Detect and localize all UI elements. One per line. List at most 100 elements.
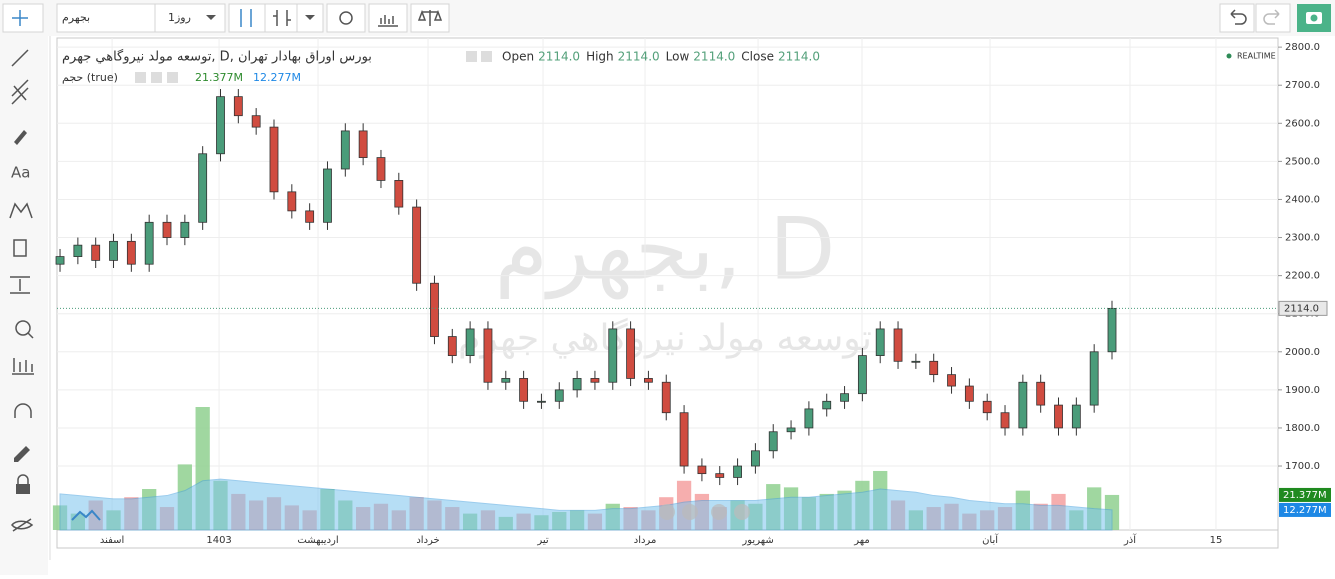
x-tick-label: 1403 xyxy=(206,535,231,546)
dropdown-icon xyxy=(206,15,216,20)
volume-last-label: 21.377M xyxy=(1283,490,1327,501)
candle-body xyxy=(572,378,582,391)
candle-body xyxy=(554,389,564,402)
redo-button[interactable] xyxy=(1255,3,1291,33)
y-tick-label: 2600.0 xyxy=(1285,118,1320,129)
candle-body xyxy=(804,408,814,429)
lock-tool[interactable] xyxy=(16,484,30,494)
eye-icon[interactable] xyxy=(135,72,146,83)
interval-box[interactable] xyxy=(154,3,226,33)
candle-body xyxy=(216,96,225,155)
x-tick-label: مرداد xyxy=(634,535,657,546)
magnet-tool[interactable] xyxy=(14,403,32,418)
nav-buttons xyxy=(659,504,750,520)
lock-shackle xyxy=(17,474,29,484)
symbol-box[interactable] xyxy=(56,3,156,33)
bar-icon xyxy=(273,10,291,26)
measure-tool[interactable] xyxy=(10,276,30,294)
candle-body xyxy=(893,328,903,362)
candle-body xyxy=(697,465,707,475)
legend-field-value: 2114.0 xyxy=(618,50,660,64)
zoom-tool[interactable] xyxy=(15,320,31,336)
scroll-right-button[interactable] xyxy=(734,504,750,520)
redo-icon xyxy=(1263,9,1280,25)
zoom-out-button[interactable] xyxy=(659,504,675,520)
candle-body xyxy=(269,126,279,193)
legend-field-value: 2114.0 xyxy=(778,50,820,64)
candle-body xyxy=(109,240,118,261)
close-icon[interactable] xyxy=(167,72,178,83)
candle-body xyxy=(750,450,760,467)
settings-icon[interactable] xyxy=(481,51,492,62)
interval-text: 1روز xyxy=(168,11,191,24)
candle-body xyxy=(55,256,65,265)
hide-tool[interactable] xyxy=(11,518,34,532)
candle-body xyxy=(679,412,689,467)
candle-body xyxy=(1018,381,1028,429)
candle-body xyxy=(1107,307,1117,353)
watermark-main: بجهرم, D xyxy=(495,199,836,299)
y-tick-label: 1900.0 xyxy=(1285,385,1320,396)
trendline-tool[interactable] xyxy=(11,49,29,67)
y-tick-label: 2500.0 xyxy=(1285,156,1320,167)
indicators-button[interactable] xyxy=(368,3,408,33)
y-tick-label: 2700.0 xyxy=(1285,80,1320,91)
realtime-dot xyxy=(1226,53,1232,59)
candle-body xyxy=(162,221,172,238)
candle-body xyxy=(358,130,368,158)
candle-icon xyxy=(240,9,252,27)
candle-body xyxy=(412,206,422,284)
candle-body xyxy=(786,427,796,433)
symbol-text: بجهرم xyxy=(62,11,90,24)
legend-field-name: Low xyxy=(666,50,690,64)
undo-button[interactable] xyxy=(1219,3,1255,33)
indicators-icon xyxy=(378,15,398,27)
candle-body xyxy=(537,400,546,403)
candle-body xyxy=(1071,404,1081,429)
prediction-tool[interactable] xyxy=(13,239,27,257)
x-tick-label: 15 xyxy=(1210,535,1223,546)
x-tick-label: آذر xyxy=(1123,533,1137,546)
eye-icon[interactable] xyxy=(466,51,477,62)
volume-legend: حجم (true) xyxy=(62,71,118,84)
candle-body xyxy=(982,400,992,414)
candle-body xyxy=(1089,351,1099,406)
x-tick-label: مهر xyxy=(853,535,869,546)
candle-body xyxy=(501,378,511,383)
candle-body xyxy=(251,115,261,128)
bar-style-button[interactable] xyxy=(264,3,298,33)
zoom-handle xyxy=(27,332,34,339)
candle-body xyxy=(822,400,832,410)
candle-body xyxy=(233,96,243,117)
candle-body xyxy=(305,210,315,223)
volume-ma-last-label: 12.277M xyxy=(1283,505,1327,516)
dropdown-icon xyxy=(305,15,315,20)
brush-tool[interactable] xyxy=(14,130,27,145)
candle-body xyxy=(1000,412,1010,429)
legend-field-name: High xyxy=(586,50,614,64)
chart-title: توسعه مولد نیروگاهي جهرم, D, بورس اوراق … xyxy=(62,49,372,65)
settings-button[interactable] xyxy=(326,3,366,33)
legend-field-name: Close xyxy=(741,50,774,64)
y-tick-label: 1800.0 xyxy=(1285,423,1320,434)
candle-body xyxy=(447,336,457,356)
candle-body xyxy=(1036,381,1046,406)
pattern-tool[interactable] xyxy=(9,202,33,219)
candle-body xyxy=(964,385,974,402)
bars-pattern-tool[interactable] xyxy=(12,358,34,375)
fib-tool[interactable] xyxy=(11,79,29,105)
stay-drawing-tool[interactable] xyxy=(14,446,30,462)
x-tick-label: شهریور xyxy=(741,535,773,546)
settings-icon[interactable] xyxy=(151,72,162,83)
scroll-left-button[interactable] xyxy=(711,504,727,520)
y-tick-label: 2200.0 xyxy=(1285,271,1320,282)
volume-ma-area xyxy=(59,478,1113,531)
y-tick-label: 2300.0 xyxy=(1285,233,1320,244)
candle-body xyxy=(857,355,867,395)
zoom-in-button[interactable] xyxy=(682,504,698,520)
text-tool[interactable]: Aa xyxy=(11,164,30,182)
candle-style-button[interactable] xyxy=(228,3,266,33)
logo xyxy=(71,509,101,521)
